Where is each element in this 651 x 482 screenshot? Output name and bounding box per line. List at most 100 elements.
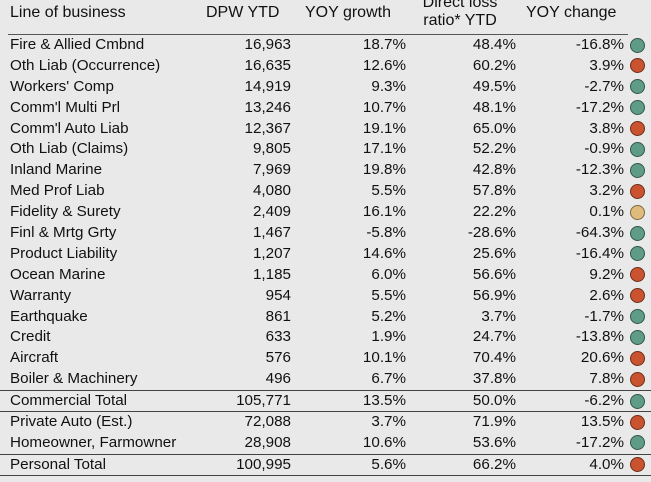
cell-yoy-growth: 5.6% — [371, 455, 406, 473]
table-row: Earthquake 861 5.2% 3.7% -1.7% — [0, 307, 651, 328]
cell-dpw-ytd: 28,908 — [244, 433, 291, 451]
cell-yoy-change: 3.8% — [589, 119, 624, 137]
cell-yoy-change: 0.1% — [589, 203, 624, 221]
cell-yoy-growth: 5.5% — [371, 182, 406, 200]
cell-yoy-growth: 12.6% — [362, 56, 406, 74]
table-body: Fire & Allied Cmbnd 16,963 18.7% 48.4% -16.8… — [0, 35, 651, 476]
table-row: Fire & Allied Cmbnd 16,963 18.7% 48.4% -16.8… — [0, 35, 651, 56]
cell-dpw-ytd: 105,771 — [236, 392, 291, 410]
status-indicator-icon — [630, 37, 645, 53]
cell-line-of-business: Personal Total — [10, 455, 106, 473]
cell-yoy-growth: 1.9% — [371, 328, 406, 346]
cell-line-of-business: Finl & Mrtg Grty — [10, 224, 117, 242]
cell-direct-loss-ratio: 66.2% — [472, 455, 516, 473]
cell-yoy-growth: 9.3% — [371, 77, 406, 95]
cell-yoy-growth: 6.7% — [371, 370, 406, 388]
cell-dpw-ytd: 9,805 — [252, 140, 291, 158]
cell-line-of-business: Ocean Marine — [10, 265, 106, 283]
status-indicator-icon — [630, 350, 645, 366]
cell-dpw-ytd: 861 — [265, 307, 291, 325]
cell-line-of-business: Oth Liab (Claims) — [10, 140, 129, 158]
status-indicator-icon — [630, 329, 645, 345]
status-indicator-icon — [630, 225, 645, 241]
cell-dpw-ytd: 576 — [265, 349, 291, 367]
table-row: Med Prof Liab 4,080 5.5% 57.8% 3.2% — [0, 181, 651, 202]
status-indicator-icon — [630, 121, 645, 137]
table-row: Credit 633 1.9% 24.7% -13.8% — [0, 327, 651, 348]
status-indicator-icon — [630, 246, 645, 262]
status-indicator-icon — [630, 393, 645, 409]
cell-direct-loss-ratio: 57.8% — [472, 182, 516, 200]
cell-line-of-business: Med Prof Liab — [10, 182, 105, 200]
cell-yoy-growth: 16.1% — [362, 203, 406, 221]
cell-dpw-ytd: 16,963 — [244, 36, 291, 53]
cell-line-of-business: Fire & Allied Cmbnd — [10, 36, 145, 53]
cell-direct-loss-ratio: 60.2% — [472, 56, 516, 74]
cell-yoy-change: 2.6% — [589, 286, 624, 304]
cell-line-of-business: Warranty — [10, 286, 72, 304]
table-row: Workers' Comp 14,919 9.3% 49.5% -2.7% — [0, 77, 651, 98]
cell-direct-loss-ratio: 53.6% — [472, 433, 516, 451]
cell-direct-loss-ratio: 37.8% — [472, 370, 516, 388]
cell-yoy-change: 7.8% — [589, 370, 624, 388]
header-yoy-growth: YOY growth — [305, 4, 391, 21]
cell-direct-loss-ratio: -28.6% — [467, 224, 516, 242]
table-row: Oth Liab (Occurrence) 16,635 12.6% 60.2% 3.9… — [0, 56, 651, 77]
cell-yoy-change: -64.3% — [575, 224, 624, 242]
cell-yoy-change: -13.8% — [575, 328, 624, 346]
cell-yoy-growth: 13.5% — [362, 392, 406, 410]
cell-direct-loss-ratio: 56.9% — [472, 286, 516, 304]
cell-yoy-change: -1.7% — [584, 307, 624, 325]
status-indicator-icon — [630, 414, 645, 430]
cell-line-of-business: Homeowner, Farmowner — [10, 433, 177, 451]
cell-dpw-ytd: 4,080 — [252, 182, 291, 200]
cell-direct-loss-ratio: 48.4% — [472, 36, 516, 53]
cell-yoy-change: 3.9% — [589, 56, 624, 74]
table-row: Fidelity & Surety 2,409 16.1% 22.2% 0.1% — [0, 202, 651, 223]
cell-yoy-growth: 19.1% — [362, 119, 406, 137]
table-row: Comm'l Auto Liab 12,367 19.1% 65.0% 3.8% — [0, 119, 651, 140]
status-indicator-icon — [630, 267, 645, 283]
cell-direct-loss-ratio: 48.1% — [472, 98, 516, 116]
cell-yoy-change: 13.5% — [580, 413, 624, 431]
cell-line-of-business: Comm'l Auto Liab — [10, 119, 129, 137]
status-indicator-icon — [630, 162, 645, 178]
cell-line-of-business: Inland Marine — [10, 161, 103, 179]
status-indicator-icon — [630, 309, 645, 325]
table-row: Inland Marine 7,969 19.8% 42.8% -12.3% — [0, 160, 651, 181]
cell-dpw-ytd: 14,919 — [244, 77, 291, 95]
cell-yoy-change: -2.7% — [584, 77, 624, 95]
cell-yoy-change: -16.4% — [575, 244, 624, 262]
table-row: Oth Liab (Claims) 9,805 17.1% 52.2% -0.9% — [0, 139, 651, 160]
cell-dpw-ytd: 633 — [265, 328, 291, 346]
table-row: Boiler & Machinery 496 6.7% 37.8% 7.8% — [0, 369, 651, 390]
cell-line-of-business: Credit — [10, 328, 51, 346]
table-row: Product Liability 1,207 14.6% 25.6% -16.4% — [0, 244, 651, 265]
cell-direct-loss-ratio: 22.2% — [472, 203, 516, 221]
status-indicator-icon — [630, 183, 645, 199]
header-direct-loss-ratio: Direct loss ratio* YTD — [405, 0, 515, 30]
status-indicator-icon — [630, 457, 645, 473]
status-indicator-icon — [630, 79, 645, 95]
cell-line-of-business: Workers' Comp — [10, 77, 114, 95]
cell-direct-loss-ratio: 24.7% — [472, 328, 516, 346]
cell-yoy-change: 3.2% — [589, 182, 624, 200]
cell-yoy-growth: 18.7% — [362, 36, 406, 53]
status-indicator-icon — [630, 371, 645, 387]
cell-direct-loss-ratio: 70.4% — [472, 349, 516, 367]
cell-yoy-change: -6.2% — [584, 392, 624, 410]
cell-line-of-business: Oth Liab (Occurrence) — [10, 56, 161, 74]
cell-yoy-growth: 19.8% — [362, 161, 406, 179]
table-row: Ocean Marine 1,185 6.0% 56.6% 9.2% — [0, 265, 651, 286]
cell-yoy-change: 9.2% — [589, 265, 624, 283]
cell-direct-loss-ratio: 52.2% — [472, 140, 516, 158]
cell-dpw-ytd: 496 — [265, 370, 291, 388]
cell-direct-loss-ratio: 25.6% — [472, 244, 516, 262]
cell-dpw-ytd: 1,467 — [252, 224, 291, 242]
cell-dpw-ytd: 12,367 — [244, 119, 291, 137]
cell-yoy-growth: 17.1% — [362, 140, 406, 158]
cell-line-of-business: Commercial Total — [10, 392, 128, 410]
cell-line-of-business: Product Liability — [10, 244, 118, 262]
cell-yoy-growth: 5.2% — [371, 307, 406, 325]
cell-yoy-growth: -5.8% — [366, 224, 406, 242]
